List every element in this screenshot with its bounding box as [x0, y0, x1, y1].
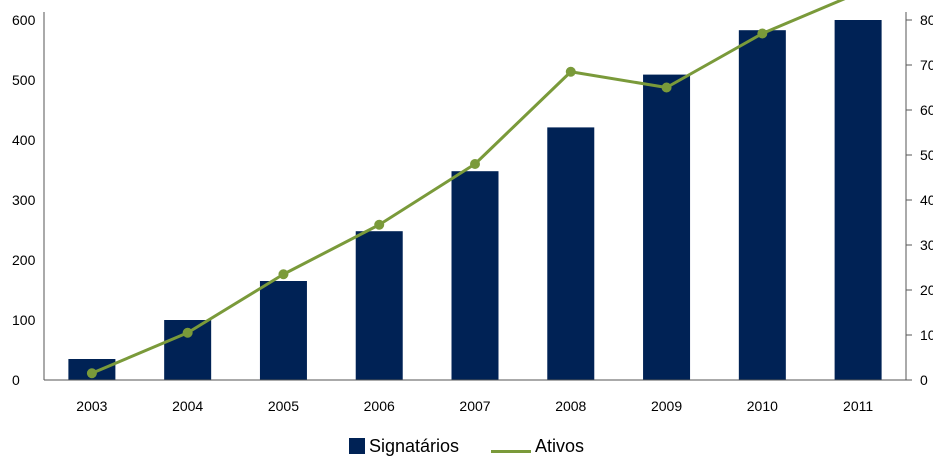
line-point — [182, 327, 193, 338]
line-point — [86, 368, 97, 379]
right-y-tick-label: 0 — [920, 372, 928, 388]
bar-series — [68, 20, 882, 381]
x-tick-label: 2008 — [555, 398, 586, 414]
x-tick-label: 2010 — [747, 398, 778, 414]
bar — [451, 171, 499, 380]
left-y-tick-label: 100 — [12, 312, 36, 328]
right-y-tick-label: 800 — [920, 12, 933, 28]
bar — [643, 74, 691, 380]
legend-label-line: Ativos — [535, 435, 585, 456]
legend-swatch-line — [491, 449, 532, 453]
x-tick-label: 2004 — [172, 398, 203, 414]
legend-swatch-bar — [348, 438, 365, 454]
x-axis: 2003 2004 2005 2006 2007 2008 2009 2010 2011 — [44, 379, 906, 414]
left-y-tick-label: 300 — [12, 192, 36, 208]
line-series — [86, 0, 846, 379]
left-y-tick-label: 0 — [12, 372, 20, 388]
line-point — [278, 269, 289, 280]
line-point — [470, 159, 480, 169]
right-y-tick-label: 500 — [920, 147, 933, 163]
legend-item-bars: Signatários — [348, 435, 460, 457]
x-tick-label: 2003 — [76, 398, 107, 414]
left-y-tick-label: 200 — [12, 252, 36, 268]
left-y-tick-label: 600 — [12, 12, 36, 28]
x-tick-label: 2011 — [843, 398, 873, 414]
right-y-tick-label: 100 — [920, 327, 933, 343]
line-point — [565, 66, 576, 77]
bar — [355, 231, 403, 380]
right-y-tick-label: 300 — [920, 237, 933, 253]
right-axis: 0 100 200 300 400 500 600 700 800 — [905, 12, 933, 388]
bar — [738, 30, 786, 380]
legend-item-line: Ativos — [491, 436, 584, 457]
x-tick-label: 2005 — [268, 398, 299, 414]
line-point — [757, 28, 768, 39]
right-y-tick-label: 700 — [920, 57, 933, 73]
legend: Signatários Ativos — [0, 434, 933, 458]
x-tick-label: 2006 — [364, 398, 395, 414]
line-point — [661, 82, 672, 93]
left-axis: 0 100 200 300 400 500 600 — [12, 12, 45, 388]
x-tick-label: 2009 — [651, 398, 682, 414]
bar — [547, 127, 595, 381]
left-y-tick-label: 400 — [12, 132, 36, 148]
right-y-tick-label: 600 — [920, 102, 933, 118]
left-y-tick-label: 500 — [12, 72, 36, 88]
bar — [834, 20, 882, 380]
legend-label-bars: Signatários — [368, 435, 460, 456]
x-tick-label: 2007 — [459, 398, 490, 414]
line-point — [374, 219, 385, 230]
bar — [259, 281, 307, 380]
right-y-tick-label: 400 — [920, 192, 933, 208]
right-y-tick-label: 200 — [920, 282, 933, 298]
